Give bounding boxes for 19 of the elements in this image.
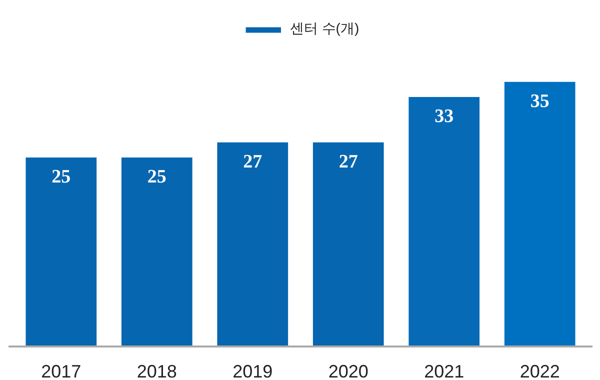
bar [121,158,192,346]
data-label: 27 [243,151,263,172]
data-label: 27 [338,151,358,172]
bar [312,142,384,346]
x-tick-label: 2019 [232,362,273,380]
bar [217,142,288,346]
x-tick-label: 2021 [424,362,464,380]
x-tick-label: 2020 [328,362,368,380]
legend-label: 센터 수(개) [290,20,360,38]
x-tick-label: 2022 [520,362,560,380]
bar [408,97,480,346]
bar [504,82,576,346]
data-label: 25 [52,166,71,188]
data-label: 35 [530,90,550,112]
x-tick-label: 2017 [41,362,82,380]
data-label: 25 [147,166,166,188]
bar [26,158,97,346]
x-tick-label: 2018 [136,362,177,380]
data-label: 33 [434,106,454,128]
